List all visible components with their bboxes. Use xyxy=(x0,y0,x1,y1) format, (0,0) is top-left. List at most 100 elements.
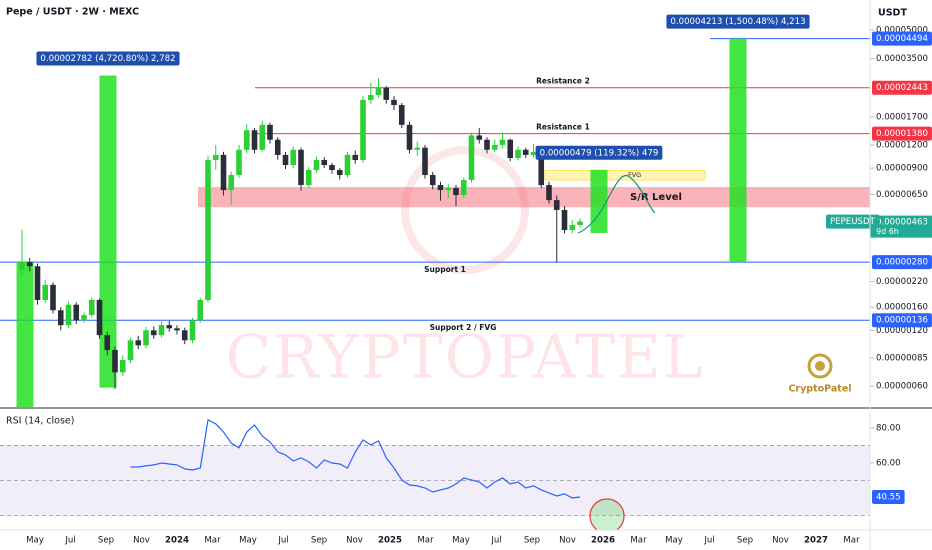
last-price-label: 0.00000463 xyxy=(876,218,928,228)
candle-body xyxy=(321,160,328,166)
projection-path xyxy=(577,174,656,234)
price-pane xyxy=(0,38,870,407)
candle-body xyxy=(50,284,56,311)
candle-body xyxy=(491,144,498,150)
y-tick-label: 0.00000060 xyxy=(876,382,928,392)
rsi-highlight xyxy=(589,498,625,530)
x-tick-label: 2027 xyxy=(804,536,828,546)
y-tick-label: 0.00000085 xyxy=(876,354,928,364)
chart-title: Pepe / USDT · 2W · MEXC xyxy=(6,7,139,18)
rsi-value-label: 40.55 xyxy=(876,493,901,503)
x-tick-label: Jul xyxy=(490,536,501,546)
symbol-label-box xyxy=(826,214,880,229)
x-tick-label: Nov xyxy=(559,536,576,546)
candle-body xyxy=(251,130,258,150)
countdown: 9d 6h xyxy=(876,227,899,236)
level-name: Support 1 xyxy=(424,265,466,274)
x-tick-label: 2024 xyxy=(165,536,189,546)
candle-body xyxy=(197,299,204,321)
measurement xyxy=(590,169,608,233)
candle-body xyxy=(298,149,304,186)
candle-body xyxy=(81,315,87,321)
candle-body xyxy=(127,340,134,361)
candle-body xyxy=(158,325,165,336)
candle-body xyxy=(460,180,467,196)
candle-body xyxy=(135,340,142,346)
candle-body xyxy=(391,99,397,106)
candle-body xyxy=(414,147,421,150)
x-tick-label: Jul xyxy=(277,536,288,546)
candle-body xyxy=(577,221,583,225)
level-price-label: 0.00002443 xyxy=(876,83,928,93)
y-tick-label: 0.00000900 xyxy=(876,164,928,174)
candle-body xyxy=(429,175,436,186)
candle-body xyxy=(375,87,382,96)
level-price-label: 0.00004494 xyxy=(876,34,928,44)
candle-body xyxy=(344,154,351,176)
candle-body xyxy=(352,154,359,161)
y-tick-label: 0.00003500 xyxy=(876,54,928,64)
candle-body xyxy=(112,349,118,373)
x-tick-label: Mar xyxy=(204,536,221,546)
x-tick-label: Nov xyxy=(133,536,150,546)
candle-body xyxy=(104,335,111,350)
zone xyxy=(198,187,870,208)
candle-body xyxy=(34,266,41,300)
candle-body xyxy=(530,151,537,155)
x-tick-label: 2025 xyxy=(378,536,402,546)
x-tick-label: Nov xyxy=(772,536,789,546)
watermark-emblem xyxy=(401,146,529,274)
candle-body xyxy=(243,130,250,150)
logo-icon xyxy=(807,353,833,379)
candle-body xyxy=(143,330,149,346)
level-name: Resistance 1 xyxy=(536,123,590,132)
candle-body xyxy=(398,105,405,125)
candle-body xyxy=(336,169,343,176)
candle-body xyxy=(569,224,576,231)
candle-body xyxy=(305,169,312,186)
measurement-label: 0.00002782 (4,720.80%) 2,782 xyxy=(40,54,175,64)
candle-body xyxy=(406,124,413,150)
candle-body xyxy=(553,200,560,210)
candle-body xyxy=(166,325,173,329)
candle-body xyxy=(88,299,95,316)
candle-body xyxy=(150,330,157,336)
candle-body xyxy=(290,149,297,166)
candle-body xyxy=(220,154,227,191)
x-tick-label: May xyxy=(452,536,470,546)
rsi-title: RSI (14, close) xyxy=(6,416,74,427)
y-tick-label: 0.00000120 xyxy=(876,326,928,336)
candle-body xyxy=(267,124,273,140)
candle-body xyxy=(445,187,452,191)
zone-label: FVG xyxy=(628,171,641,179)
candle-body xyxy=(274,139,281,155)
x-tick-label: Mar xyxy=(843,536,860,546)
candle-body xyxy=(57,310,64,326)
candle-body xyxy=(212,154,219,161)
candle-body xyxy=(42,284,49,300)
measurement xyxy=(729,38,747,263)
candle-body xyxy=(484,139,490,150)
candle-body xyxy=(236,149,242,176)
x-tick-label: Nov xyxy=(346,536,363,546)
x-tick-label: May xyxy=(665,536,683,546)
candle-body xyxy=(468,135,475,181)
level-price-label-box xyxy=(872,255,932,270)
candle-body xyxy=(65,304,72,326)
y-tick-label: 0.00000160 xyxy=(876,303,928,313)
candle-body xyxy=(181,330,188,341)
level-name: Support 2 / FVG xyxy=(430,323,497,332)
candle-body xyxy=(507,139,514,159)
measurement-label: 0.00000479 (119.32%) 479 xyxy=(540,148,659,158)
level-price-label-box xyxy=(872,126,932,141)
y-tick-label: 0.00000650 xyxy=(876,190,928,200)
candle-body xyxy=(259,124,266,150)
measurement-label-box xyxy=(535,145,663,160)
level-price-label-box xyxy=(872,80,932,95)
candle-body xyxy=(205,160,211,300)
rsi-pane xyxy=(0,418,870,516)
candle-body xyxy=(383,87,390,100)
